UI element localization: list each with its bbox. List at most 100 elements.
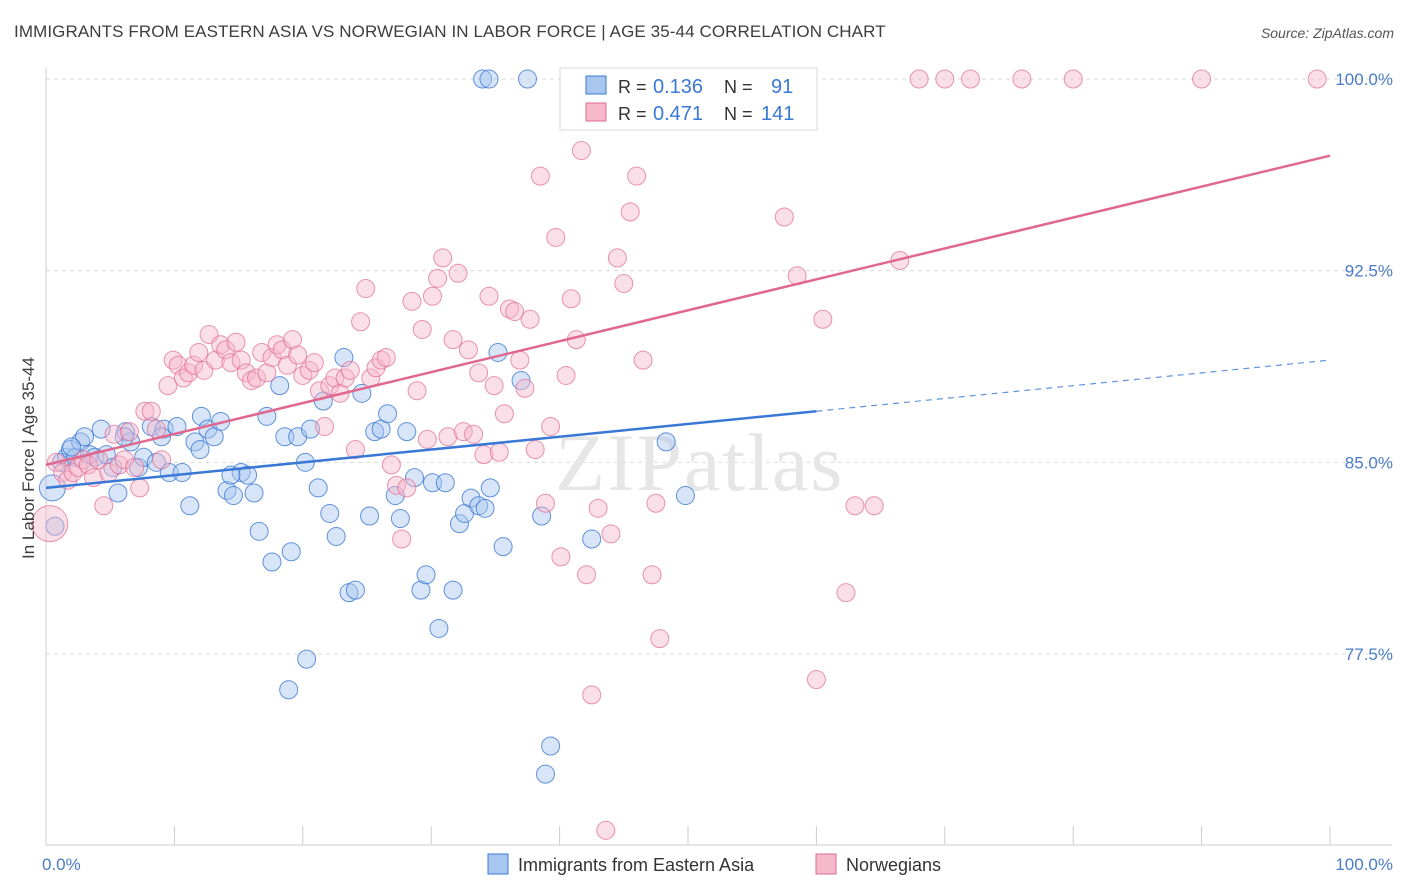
point-norwegians-67 <box>392 529 412 549</box>
point-norwegians-113 <box>642 565 662 585</box>
point-norwegians-57 <box>340 360 360 380</box>
point-norwegians-27 <box>184 355 204 375</box>
trend-norwegians <box>45 154 1331 467</box>
point-immigrants-60 <box>411 580 431 600</box>
point-immigrants-58 <box>397 422 417 442</box>
stats-legend: R = 0.136 N = 91 R = 0.471 N = 141 <box>559 67 818 131</box>
point-norwegians-69 <box>402 291 422 311</box>
point-norwegians-73 <box>422 286 442 306</box>
point-norwegians-75 <box>433 248 453 268</box>
point-norwegians-82 <box>469 363 489 383</box>
point-immigrants-35 <box>249 521 269 541</box>
point-norwegians-129 <box>845 496 865 516</box>
point-norwegians-15 <box>119 422 139 442</box>
point-immigrants-50 <box>345 580 365 600</box>
point-norwegians-85 <box>484 376 504 396</box>
tick-labels: 77.5% 85.0% 92.5% 100.0% 0.0% 100.0% <box>42 70 1393 874</box>
point-norwegians-4 <box>63 463 83 483</box>
point-norwegians-91 <box>515 378 535 398</box>
point-norwegians-83 <box>474 445 494 465</box>
point-immigrants-66 <box>449 514 469 534</box>
point-immigrants-84 <box>279 680 299 700</box>
x-tick-label-1: 100.0% <box>1335 855 1393 874</box>
point-norwegians-38 <box>241 371 261 391</box>
legend-norwegians-swatch <box>815 853 837 875</box>
point-norwegians-104 <box>582 685 602 705</box>
point-norwegians-88 <box>500 299 520 319</box>
grid-lines <box>46 78 1392 655</box>
point-norwegians-19 <box>141 401 161 421</box>
point-immigrants-89 <box>190 440 210 460</box>
point-norwegians-59 <box>351 312 371 332</box>
watermark: ZIPatlas <box>555 417 844 508</box>
point-norwegians-65 <box>381 455 401 475</box>
legend-pink-n-label: N = <box>724 104 753 124</box>
point-immigrants-55 <box>378 404 398 424</box>
trend-immigrants-dashed <box>816 359 1331 412</box>
point-norwegians-47 <box>288 345 308 365</box>
point-norwegians-16 <box>125 457 145 477</box>
legend-pink-r-value: 0.471 <box>653 103 703 125</box>
point-norwegians-130 <box>864 496 884 516</box>
point-norwegians-132 <box>909 69 929 89</box>
point-norwegians-90 <box>510 350 530 370</box>
point-norwegians-138 <box>1307 69 1327 89</box>
y-tick-label-1: 85.0% <box>1345 453 1393 472</box>
point-immigrants-59 <box>405 468 425 488</box>
legend-blue-n-value: 91 <box>771 76 793 98</box>
point-norwegians-41 <box>257 363 277 383</box>
legend-blue-swatch <box>585 75 607 95</box>
point-norwegians-105 <box>588 498 608 518</box>
point-norwegians-84 <box>479 286 499 306</box>
point-norwegians-36 <box>231 350 251 370</box>
point-norwegians-52 <box>315 417 335 437</box>
point-norwegians-87 <box>494 404 514 424</box>
point-immigrants-7 <box>75 427 95 447</box>
point-immigrants-30 <box>217 480 237 500</box>
point-norwegians-134 <box>960 69 980 89</box>
point-immigrants-63 <box>429 618 449 638</box>
point-norwegians-44 <box>272 340 292 360</box>
point-norwegians-48 <box>293 365 313 385</box>
x-tick-label-0: 0.0% <box>42 855 81 874</box>
point-norwegians-18 <box>135 401 155 421</box>
point-norwegians-46 <box>283 330 303 350</box>
legend-blue-r-value: 0.136 <box>653 76 703 98</box>
legend-norwegians-label: Norwegians <box>846 855 941 875</box>
point-norwegians-71 <box>412 319 432 339</box>
point-immigrants-88 <box>62 437 82 457</box>
point-norwegians-13 <box>109 455 129 475</box>
point-norwegians-96 <box>541 417 561 437</box>
point-norwegians-128 <box>836 583 856 603</box>
series-legend: Immigrants from Eastern Asia Norwegians <box>487 853 941 875</box>
point-norwegians-137 <box>1192 69 1212 89</box>
point-immigrants-31 <box>223 486 243 506</box>
point-norwegians-110 <box>620 202 640 222</box>
point-norwegians-112 <box>633 350 653 370</box>
point-norwegians-81 <box>464 424 484 444</box>
point-immigrants-46 <box>320 503 340 523</box>
point-norwegians-31 <box>205 350 225 370</box>
point-norwegians-25 <box>173 368 193 388</box>
point-immigrants-74 <box>473 69 493 89</box>
legend-blue-r-label: R = <box>618 77 647 97</box>
point-immigrants-44 <box>308 478 328 498</box>
point-norwegians-92 <box>520 309 540 329</box>
point-immigrants-56 <box>385 486 405 506</box>
point-norwegians-100 <box>561 289 581 309</box>
point-norwegians-89 <box>505 302 525 322</box>
point-norwegians-45 <box>277 355 297 375</box>
point-immigrants-80 <box>541 736 561 756</box>
point-norwegians-140 <box>646 493 666 513</box>
point-immigrants-82 <box>656 432 676 452</box>
legend-pink-n-value: 141 <box>761 103 794 125</box>
point-immigrants-26 <box>191 406 211 426</box>
point-norwegians-60 <box>356 279 376 299</box>
point-immigrants-78 <box>532 506 552 526</box>
point-norwegians-9 <box>89 450 109 470</box>
point-immigrants-79 <box>535 764 555 784</box>
y-axis-label: In Labor Force | Age 35-44 <box>19 357 38 559</box>
point-immigrants-38 <box>270 376 290 396</box>
point-norwegians-33 <box>216 340 236 360</box>
